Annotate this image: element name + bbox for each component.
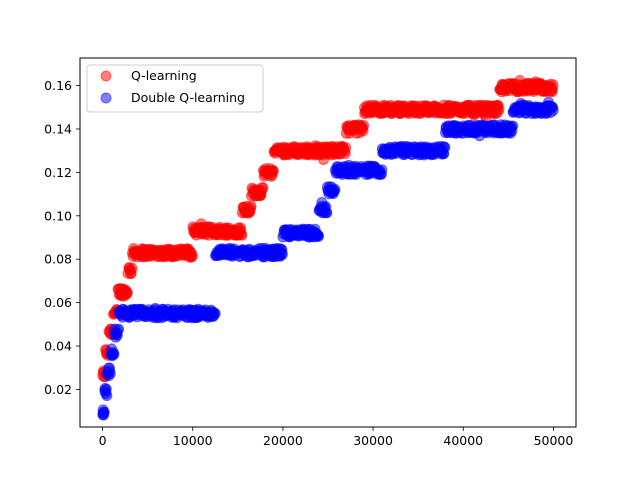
data-point xyxy=(257,182,269,194)
y-tick-label: 0.16 xyxy=(44,78,72,93)
data-point xyxy=(104,368,116,380)
x-tick-label: 0 xyxy=(99,433,107,448)
x-tick-label: 10000 xyxy=(173,433,213,448)
data-point xyxy=(507,120,519,132)
data-point xyxy=(245,200,257,212)
series-double-q-learning xyxy=(97,96,559,421)
data-point xyxy=(236,229,248,241)
plot-frame xyxy=(79,57,577,428)
data-point xyxy=(113,323,125,335)
data-point xyxy=(340,142,352,153)
series-q-learning xyxy=(97,75,559,383)
y-tick-label: 0.06 xyxy=(44,295,72,310)
data-point xyxy=(186,250,198,262)
x-tick-label: 30000 xyxy=(353,433,393,448)
y-tick-label: 0.08 xyxy=(44,252,72,267)
data-point xyxy=(98,406,110,418)
data-point xyxy=(209,308,221,320)
x-tick-label: 40000 xyxy=(443,433,483,448)
data-point xyxy=(376,164,388,176)
ticks-layer: 0 10000 20000 30000 40000 50000 0.02 0.04 0.06 0.… xyxy=(44,78,573,448)
data-point xyxy=(547,79,559,91)
data-point xyxy=(108,348,120,360)
x-tick-label: 20000 xyxy=(263,433,303,448)
data-point xyxy=(101,390,113,402)
data-point xyxy=(329,183,341,195)
data-point xyxy=(267,165,279,177)
data-point xyxy=(121,287,133,299)
data-point xyxy=(439,142,451,153)
y-tick-label: 0.02 xyxy=(44,382,72,397)
legend-label-double-q-learning: Double Q-learning xyxy=(131,90,245,105)
legend-label-q-learning: Q-learning xyxy=(131,68,197,83)
data-point xyxy=(493,103,505,115)
legend: Q-learning Double Q-learning xyxy=(86,64,264,113)
data-point xyxy=(547,104,559,116)
legend-box xyxy=(86,64,264,113)
legend-marker-q-learning xyxy=(100,70,112,82)
data-point xyxy=(313,231,324,242)
y-tick-label: 0.12 xyxy=(44,165,72,180)
x-tick-label: 50000 xyxy=(534,433,574,448)
y-tick-label: 0.04 xyxy=(44,339,72,354)
y-tick-label: 0.10 xyxy=(44,208,72,223)
data-point xyxy=(358,120,370,131)
data-point xyxy=(277,248,288,260)
points-layer xyxy=(97,75,559,421)
y-tick-label: 0.14 xyxy=(44,121,72,136)
data-point xyxy=(321,207,333,219)
legend-marker-double-q-learning xyxy=(100,92,112,104)
data-point xyxy=(126,262,138,274)
